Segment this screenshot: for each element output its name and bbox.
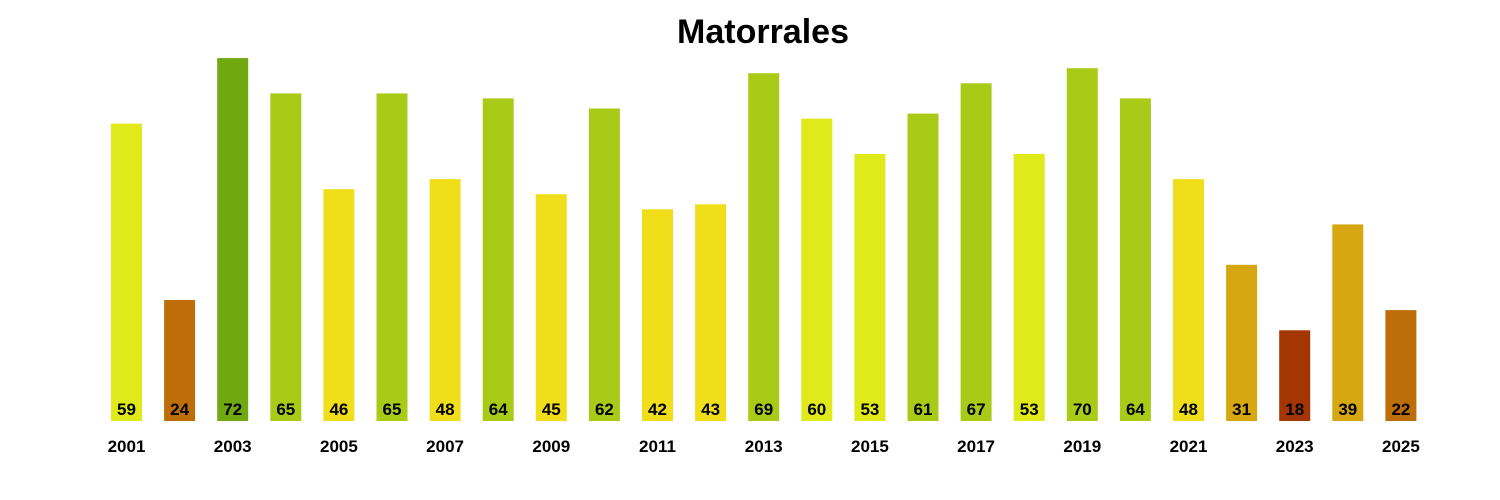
bar-2001 [111,123,142,421]
bar-2008 [482,98,514,422]
value-label-2016: 61 [914,400,933,419]
bar-2019 [1066,68,1098,421]
bar-2016 [907,113,939,421]
value-label-2017: 67 [967,400,986,419]
value-label-2010: 62 [595,400,614,419]
value-label-2025: 22 [1391,400,1410,419]
value-label-2006: 65 [383,400,402,419]
bar-2007 [429,179,461,421]
x-tick-2013: 2013 [745,437,783,456]
value-label-2004: 65 [276,400,295,419]
bars-group [111,58,1417,422]
bar-2015 [854,153,886,421]
bar-2025 [1385,310,1417,421]
x-tick-2023: 2023 [1276,437,1314,456]
value-label-2007: 48 [436,400,455,419]
value-labels-group: 59 24 72 65 46 65 48 64 45 62 42 43 69 60 53 61 67 53 70 64… [117,400,1410,419]
x-tick-2009: 2009 [532,437,570,456]
bar-2005 [323,189,355,421]
bar-2014 [801,118,833,421]
value-label-2003: 72 [223,400,242,419]
x-tick-2003: 2003 [214,437,252,456]
x-tick-2001: 2001 [108,437,146,456]
value-label-2009: 45 [542,400,561,419]
bar-2009 [535,194,567,421]
bar-2004 [270,93,302,422]
bar-2023 [1279,330,1311,421]
value-label-2024: 39 [1338,400,1357,419]
x-tick-2017: 2017 [957,437,995,456]
x-tick-2007: 2007 [426,437,464,456]
value-label-2021: 48 [1179,400,1198,419]
bar-2020 [1119,98,1151,422]
x-axis-tick-labels: 2001 2003 2005 2007 2009 2011 2013 2015 2017 2019… [108,437,1420,456]
value-label-2005: 46 [329,400,348,419]
x-tick-2005: 2005 [320,437,358,456]
bar-2021 [1173,179,1204,421]
x-tick-2021: 2021 [1170,437,1208,456]
value-label-2023: 18 [1285,400,1304,419]
value-label-2011: 42 [648,400,667,419]
value-label-2013: 69 [754,400,773,419]
chart-title: Matorrales [677,13,849,51]
bar-2002 [164,300,196,421]
value-label-2002: 24 [170,400,189,419]
value-label-2001: 59 [117,400,136,419]
bar-2024 [1332,224,1364,421]
value-label-2022: 31 [1232,400,1251,419]
value-label-2008: 64 [489,400,508,419]
value-label-2019: 70 [1073,400,1092,419]
value-label-2014: 60 [807,400,826,419]
bar-2006 [376,93,408,422]
bar-2010 [588,108,620,421]
x-tick-2011: 2011 [639,437,676,456]
x-tick-2015: 2015 [851,437,889,456]
bar-2012 [695,204,727,421]
bar-2013 [748,73,780,421]
value-label-2012: 43 [701,400,720,419]
value-label-2015: 53 [860,400,879,419]
bar-2003 [217,58,249,421]
bar-2011 [642,209,673,421]
value-label-2018: 53 [1020,400,1039,419]
x-tick-2025: 2025 [1382,437,1420,456]
x-tick-2019: 2019 [1063,437,1101,456]
bar-2018 [1013,153,1045,421]
bar-2022 [1226,264,1258,421]
value-label-2020: 64 [1126,400,1145,419]
bar-2017 [960,83,992,422]
